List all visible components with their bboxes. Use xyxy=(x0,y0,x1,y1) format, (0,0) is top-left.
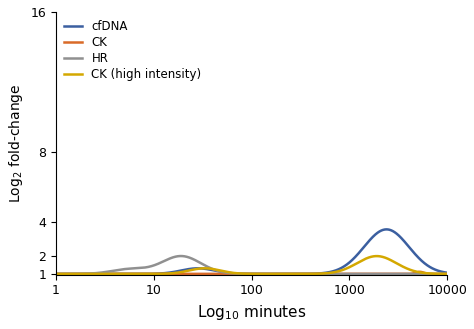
CK xyxy=(98,272,103,276)
cfDNA xyxy=(203,267,209,271)
CK xyxy=(203,272,209,276)
CK xyxy=(394,272,400,276)
Line: cfDNA: cfDNA xyxy=(56,229,447,274)
cfDNA xyxy=(444,271,450,275)
Legend: cfDNA, CK, HR, CK (high intensity): cfDNA, CK, HR, CK (high intensity) xyxy=(62,18,204,84)
CK (high intensity) xyxy=(374,254,380,258)
HR xyxy=(178,254,184,258)
HR xyxy=(203,264,209,268)
X-axis label: Log$_{10}$ minutes: Log$_{10}$ minutes xyxy=(197,303,306,322)
CK (high intensity) xyxy=(394,262,400,266)
HR xyxy=(437,272,443,276)
CK xyxy=(121,272,127,276)
CK xyxy=(437,272,442,276)
cfDNA xyxy=(394,232,400,236)
CK (high intensity) xyxy=(444,272,450,276)
cfDNA xyxy=(220,270,226,274)
CK (high intensity) xyxy=(437,272,442,276)
cfDNA xyxy=(121,272,127,276)
HR xyxy=(98,271,103,275)
cfDNA xyxy=(437,269,442,273)
CK (high intensity) xyxy=(121,272,127,276)
CK (high intensity) xyxy=(203,266,209,270)
HR xyxy=(220,270,226,274)
HR xyxy=(395,272,401,276)
HR xyxy=(53,272,59,276)
cfDNA xyxy=(383,227,389,231)
CK xyxy=(220,272,226,276)
HR xyxy=(346,272,352,276)
cfDNA xyxy=(53,272,59,276)
CK (high intensity) xyxy=(220,269,226,273)
CK xyxy=(417,270,423,274)
Y-axis label: Log$_2$ fold-change: Log$_2$ fold-change xyxy=(7,84,25,203)
CK xyxy=(444,272,450,276)
CK (high intensity) xyxy=(98,272,103,276)
HR xyxy=(121,267,127,271)
CK (high intensity) xyxy=(53,272,59,276)
Line: CK (high intensity): CK (high intensity) xyxy=(56,256,447,274)
Line: CK: CK xyxy=(56,272,447,274)
HR xyxy=(444,272,450,276)
cfDNA xyxy=(98,272,103,276)
CK xyxy=(53,272,59,276)
Line: HR: HR xyxy=(56,256,447,274)
